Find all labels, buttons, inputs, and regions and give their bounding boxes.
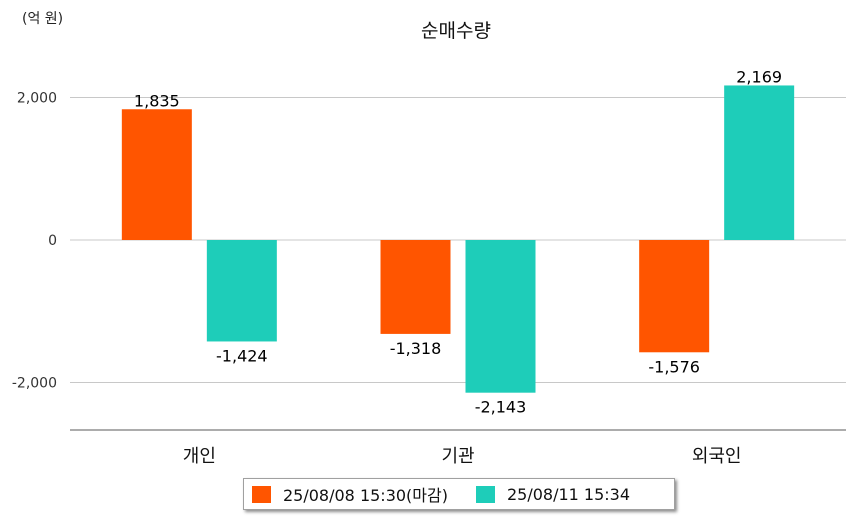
legend: 25/08/08 15:30(마감) 25/08/11 15:34 (243, 478, 675, 510)
x-tick-label: 기관 (441, 446, 474, 467)
bar (724, 85, 795, 241)
bar (465, 240, 536, 393)
legend-label-series-1: 25/08/08 15:30(마감) (283, 486, 448, 505)
x-tick-label: 외국인 (692, 446, 742, 467)
y-tick-label: 2,000 (17, 91, 57, 107)
x-tick-label: 개인 (183, 446, 216, 467)
data-label: -2,143 (475, 398, 527, 417)
bar (639, 240, 710, 353)
unit-label: (억 원) (22, 11, 64, 27)
data-label: -1,318 (390, 339, 442, 358)
legend-label-series-2: 25/08/11 15:34 (506, 484, 631, 504)
bar (206, 240, 277, 342)
bar (121, 109, 192, 240)
y-tick-label: -2,000 (12, 376, 57, 392)
y-tick-label: 0 (48, 233, 57, 249)
bar (380, 240, 451, 334)
legend-item-series-1[interactable]: 25/08/08 15:30(마감) (252, 482, 448, 506)
data-label: 2,169 (736, 67, 782, 86)
data-label: 1,835 (134, 91, 180, 110)
data-label: -1,424 (216, 346, 268, 365)
chart-title: 순매수량 (421, 20, 491, 42)
legend-item-series-2[interactable]: 25/08/11 15:34 (475, 484, 631, 504)
legend-swatch-series-1 (252, 485, 271, 503)
data-label: -1,576 (648, 357, 700, 376)
legend-swatch-series-2 (475, 485, 495, 503)
